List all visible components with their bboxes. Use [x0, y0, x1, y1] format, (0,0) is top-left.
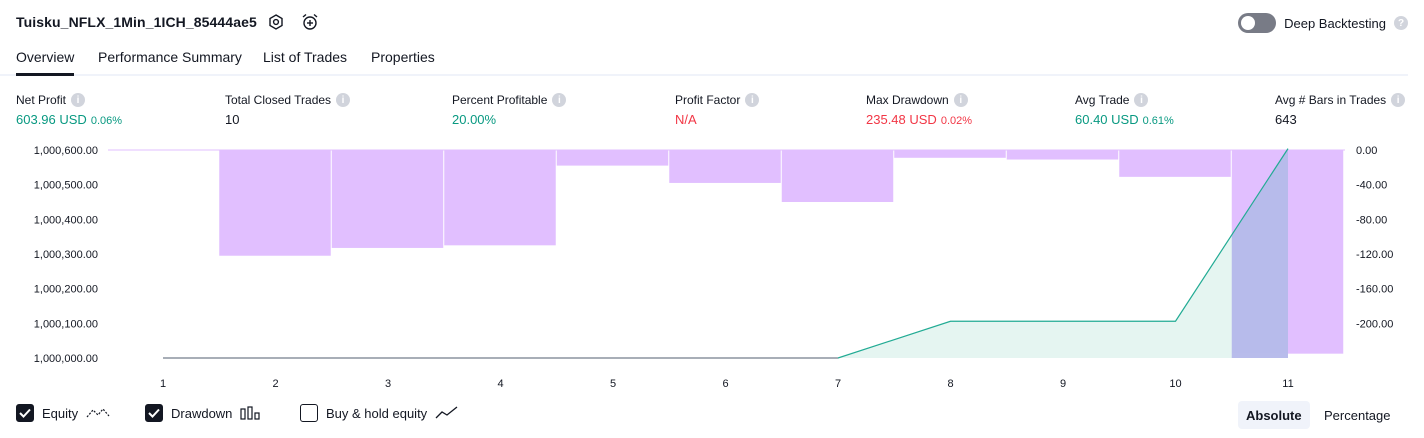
- metric-net-profit: Net Profit i 603.96 USD 0.06%: [16, 93, 122, 127]
- drawdown-toggle[interactable]: Drawdown: [145, 404, 262, 422]
- left-axis-tick: 1,000,300.00: [34, 249, 98, 261]
- drawdown-bar: [669, 150, 781, 183]
- x-axis-tick: 6: [722, 378, 728, 390]
- x-axis-tick: 5: [610, 378, 616, 390]
- drawdown-bar: [444, 150, 556, 246]
- right-axis-tick: -200.00: [1356, 318, 1393, 330]
- buy-hold-label: Buy & hold equity: [326, 405, 428, 421]
- metric-profit-factor: Profit Factor i N/A: [675, 93, 760, 127]
- x-axis-tick: 3: [385, 378, 391, 390]
- metric-value: 235.48 USD: [866, 112, 937, 127]
- left-axis-tick: 1,000,400.00: [34, 214, 98, 226]
- left-axis-tick: 1,000,200.00: [34, 284, 98, 296]
- x-axis-tick: 11: [1282, 378, 1293, 390]
- metric-label: Avg Trade: [1075, 93, 1130, 107]
- deep-backtesting-toggle[interactable]: [1238, 13, 1277, 33]
- metric-max-drawdown: Max Drawdown i 235.48 USD 0.02%: [866, 93, 972, 127]
- metric-value: 60.40 USD: [1075, 112, 1139, 127]
- drawdown-bar: [331, 150, 444, 248]
- right-axis-tick: -160.00: [1356, 284, 1393, 296]
- metric-label: Avg # Bars in Trades: [1275, 93, 1387, 107]
- equity-toggle[interactable]: Equity: [16, 404, 110, 422]
- equity-checkbox[interactable]: [16, 404, 34, 422]
- info-icon[interactable]: i: [552, 93, 567, 107]
- report-header: Tuisku_NFLX_1Min_1ICH_85444ae5 Deep Back…: [0, 0, 1424, 46]
- x-axis-tick: 9: [1060, 378, 1066, 390]
- deep-backtesting-control: Deep Backtesting ?: [1238, 13, 1408, 33]
- buy-hold-toggle[interactable]: Buy & hold equity: [300, 404, 459, 422]
- metric-avg-trade: Avg Trade i 60.40 USD 0.61%: [1075, 93, 1174, 127]
- settings-icon[interactable]: [266, 12, 286, 32]
- x-axis-tick: 4: [497, 378, 503, 390]
- metric-value: 603.96 USD: [16, 112, 87, 127]
- drawdown-bar: [894, 150, 1006, 158]
- equity-drawdown-overlap: [1231, 148, 1288, 358]
- x-axis-tick: 8: [947, 378, 953, 390]
- metric-label: Max Drawdown: [866, 93, 949, 107]
- drawdown-checkbox[interactable]: [145, 404, 163, 422]
- percentage-button[interactable]: Percentage: [1324, 407, 1391, 423]
- tab-properties[interactable]: Properties: [371, 49, 435, 65]
- drawdown-label: Drawdown: [171, 405, 233, 421]
- tab-performance-summary[interactable]: Performance Summary: [98, 49, 242, 65]
- right-axis-tick: -120.00: [1356, 249, 1393, 261]
- x-axis-tick: 7: [835, 378, 841, 390]
- help-icon[interactable]: ?: [1394, 16, 1408, 30]
- drawdown-bar: [1119, 150, 1231, 177]
- info-icon[interactable]: i: [336, 93, 351, 107]
- metric-percent: 0.06%: [90, 115, 123, 127]
- drawdown-bar: [219, 150, 331, 256]
- metric-label: Profit Factor: [675, 93, 741, 107]
- buy-hold-checkbox[interactable]: [300, 404, 318, 422]
- trend-line-icon: [435, 406, 458, 419]
- x-axis-tick: 10: [1169, 378, 1181, 390]
- left-axis-tick: 1,000,100.00: [34, 318, 98, 330]
- alarm-clock-add-icon[interactable]: [300, 12, 320, 32]
- metric-value: 643: [1275, 112, 1297, 127]
- info-icon[interactable]: i: [1134, 93, 1149, 107]
- equity-area: [163, 148, 1288, 358]
- chart-legend-footer: Equity Drawdown Buy & hold equity Absolu…: [0, 400, 1424, 430]
- equity-drawdown-chart[interactable]: 1,000,600.00 1,000,500.00 1,000,400.00 1,00…: [0, 140, 1424, 395]
- right-axis-tick: -80.00: [1356, 214, 1387, 226]
- metric-value: 10: [225, 112, 240, 127]
- info-icon[interactable]: i: [71, 93, 86, 107]
- metric-total-closed-trades: Total Closed Trades i 10: [225, 93, 351, 127]
- report-tabs: Overview Performance Summary List of Tra…: [0, 46, 1408, 76]
- info-icon[interactable]: i: [1391, 93, 1406, 107]
- right-axis-tick: 0.00: [1356, 145, 1377, 157]
- left-axis-tick: 1,000,000.00: [34, 353, 98, 365]
- metric-percent-profitable: Percent Profitable i 20.00%: [452, 93, 567, 127]
- absolute-button[interactable]: Absolute: [1238, 401, 1310, 429]
- left-axis-tick: 1,000,600.00: [34, 145, 98, 157]
- drawdown-bar: [1006, 150, 1119, 160]
- x-axis-tick: 1: [160, 378, 166, 390]
- metric-value: 20.00%: [452, 112, 497, 127]
- drawdown-bar: [781, 150, 894, 202]
- tab-overview[interactable]: Overview: [16, 49, 75, 76]
- metric-label: Net Profit: [16, 93, 67, 107]
- metric-label: Total Closed Trades: [225, 93, 332, 107]
- metric-avg-bars-in-trades: Avg # Bars in Trades i 643: [1275, 93, 1406, 127]
- tab-list-of-trades[interactable]: List of Trades: [263, 49, 348, 65]
- deep-backtesting-label: Deep Backtesting: [1284, 15, 1386, 31]
- x-axis-tick: 2: [272, 378, 278, 390]
- strategy-title: Tuisku_NFLX_1Min_1ICH_85444ae5: [16, 14, 257, 30]
- metric-percent: 0.61%: [1142, 115, 1174, 127]
- bar-chart-icon: [240, 406, 261, 420]
- right-axis-tick: -40.00: [1356, 180, 1387, 192]
- info-icon[interactable]: i: [745, 93, 760, 107]
- left-axis-tick: 1,000,500.00: [34, 180, 98, 192]
- metric-percent: 0.02%: [940, 115, 973, 127]
- drawdown-bar: [556, 150, 669, 166]
- equity-line-icon: [86, 408, 110, 418]
- info-icon[interactable]: i: [953, 93, 968, 107]
- equity-label: Equity: [42, 405, 79, 421]
- metric-value: N/A: [675, 112, 697, 127]
- metric-label: Percent Profitable: [452, 93, 548, 107]
